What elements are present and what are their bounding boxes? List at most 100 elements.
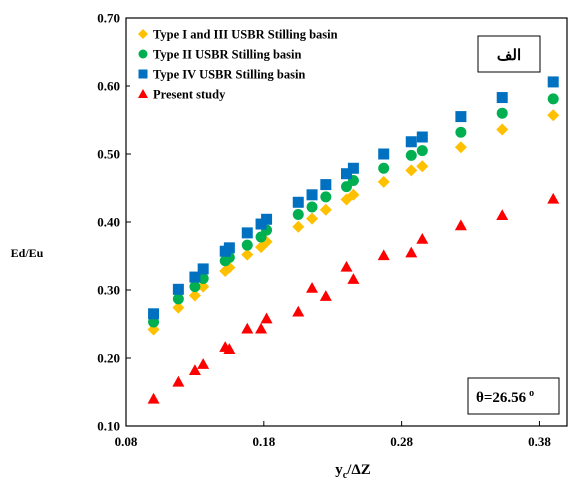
y-tick-label: 0.50 xyxy=(97,147,120,162)
legend: Type I and III USBR Stilling basin Type I… xyxy=(130,22,425,108)
data-point-triangle xyxy=(306,281,319,293)
data-point-diamond xyxy=(306,212,319,225)
data-point-triangle xyxy=(255,322,268,334)
data-point-circle xyxy=(292,209,304,221)
data-points xyxy=(147,76,560,404)
data-point-diamond xyxy=(547,109,560,122)
legend-entry: Type IV USBR Stilling basin xyxy=(153,68,305,82)
data-point-square xyxy=(241,227,253,239)
data-point-square xyxy=(223,242,235,254)
x-tick-label: 0.38 xyxy=(528,434,551,449)
legend-entry: Type II USBR Stilling basin xyxy=(153,48,301,62)
legend-marker-circle xyxy=(138,49,148,59)
data-point-triangle xyxy=(347,273,360,284)
x-tick-label: 0.18 xyxy=(252,434,275,449)
legend-entry: Present study xyxy=(153,88,226,102)
data-point-triangle xyxy=(197,358,210,369)
data-point-circle xyxy=(306,201,318,213)
data-point-square xyxy=(306,189,318,201)
label-box: الف xyxy=(477,35,541,73)
legend-marker-square xyxy=(138,69,148,79)
data-point-square xyxy=(255,218,267,230)
data-point-square xyxy=(347,162,359,174)
data-point-circle xyxy=(320,191,332,203)
data-point-triangle xyxy=(292,305,305,317)
data-point-circle xyxy=(405,149,417,161)
data-point-circle xyxy=(496,107,508,119)
data-point-circle xyxy=(378,162,390,174)
label-box-text: الف xyxy=(497,48,521,64)
y-axis-label: Ed/Eu xyxy=(11,246,44,260)
data-point-diamond xyxy=(416,160,429,173)
data-point-square xyxy=(496,92,508,104)
data-point-square xyxy=(172,283,184,295)
legend-background xyxy=(130,22,425,108)
y-tick-label: 0.20 xyxy=(97,351,120,366)
data-point-diamond xyxy=(188,289,201,302)
data-point-circle xyxy=(416,145,428,157)
x-axis-label-rest: /ΔZ xyxy=(346,462,371,478)
data-point-diamond xyxy=(197,280,210,293)
data-point-triangle xyxy=(454,219,467,231)
data-point-square xyxy=(547,76,559,88)
data-point-triangle xyxy=(377,249,390,261)
data-point-triangle xyxy=(496,209,509,220)
x-axis-label-main: y xyxy=(335,462,343,478)
data-point-square xyxy=(341,168,352,180)
data-point-square xyxy=(148,308,160,320)
x-tick-label: 0.28 xyxy=(390,434,413,449)
data-point-circle xyxy=(241,239,253,251)
data-point-circle xyxy=(197,272,209,284)
theta-box: θ=26.56 o xyxy=(467,377,560,415)
data-point-diamond xyxy=(347,188,360,201)
data-point-diamond xyxy=(377,175,390,188)
data-point-square xyxy=(405,136,417,148)
data-point-circle xyxy=(172,293,184,305)
theta-box-frame xyxy=(467,377,560,415)
data-point-diamond xyxy=(454,141,467,154)
data-point-square xyxy=(292,196,304,208)
data-point-triangle xyxy=(405,246,418,258)
legend-marker-diamond xyxy=(138,29,148,39)
data-point-square xyxy=(320,179,332,191)
data-point-square xyxy=(378,148,390,160)
data-point-triangle xyxy=(340,260,353,272)
theta-degree: o xyxy=(529,388,534,399)
data-point-triangle xyxy=(147,392,160,404)
y-tick-label: 0.10 xyxy=(97,419,120,434)
data-point-diamond xyxy=(292,220,305,233)
data-point-triangle xyxy=(260,312,273,324)
y-tick-label: 0.30 xyxy=(97,283,120,298)
data-point-square xyxy=(189,271,201,283)
y-tick-label: 0.40 xyxy=(97,215,120,230)
data-point-diamond xyxy=(496,123,509,136)
data-point-circle xyxy=(547,93,559,105)
x-axis-label: yc/ΔZ xyxy=(335,462,371,481)
x-axis-label-sub: c xyxy=(343,470,348,481)
legend-marker-triangle xyxy=(138,89,148,98)
data-point-triangle xyxy=(319,290,332,301)
y-tick-labels: 0.10 0.20 0.30 0.40 0.50 0.60 0.70 xyxy=(97,11,120,434)
data-point-diamond xyxy=(405,164,418,177)
data-point-triangle xyxy=(172,375,185,387)
data-point-triangle xyxy=(241,322,254,334)
data-point-diamond xyxy=(172,301,185,314)
label-box-frame xyxy=(477,35,541,73)
data-point-triangle xyxy=(223,343,236,354)
theta-value: θ=26.56 xyxy=(476,390,527,406)
data-point-diamond xyxy=(319,203,332,216)
data-point-triangle xyxy=(547,192,560,204)
y-tick-label: 0.70 xyxy=(97,11,120,26)
theta-label: θ=26.56 o xyxy=(476,388,534,406)
legend-entry: Type I and III USBR Stilling basin xyxy=(153,28,338,42)
data-point-circle xyxy=(455,126,467,138)
data-point-square xyxy=(455,111,467,123)
data-point-circle xyxy=(189,281,201,293)
data-point-triangle xyxy=(188,364,201,376)
x-tick-label: 0.08 xyxy=(115,434,138,449)
plot-frame xyxy=(125,17,568,427)
data-point-diamond xyxy=(241,248,254,261)
data-point-square xyxy=(261,213,273,225)
y-tick-label: 0.60 xyxy=(97,79,120,94)
